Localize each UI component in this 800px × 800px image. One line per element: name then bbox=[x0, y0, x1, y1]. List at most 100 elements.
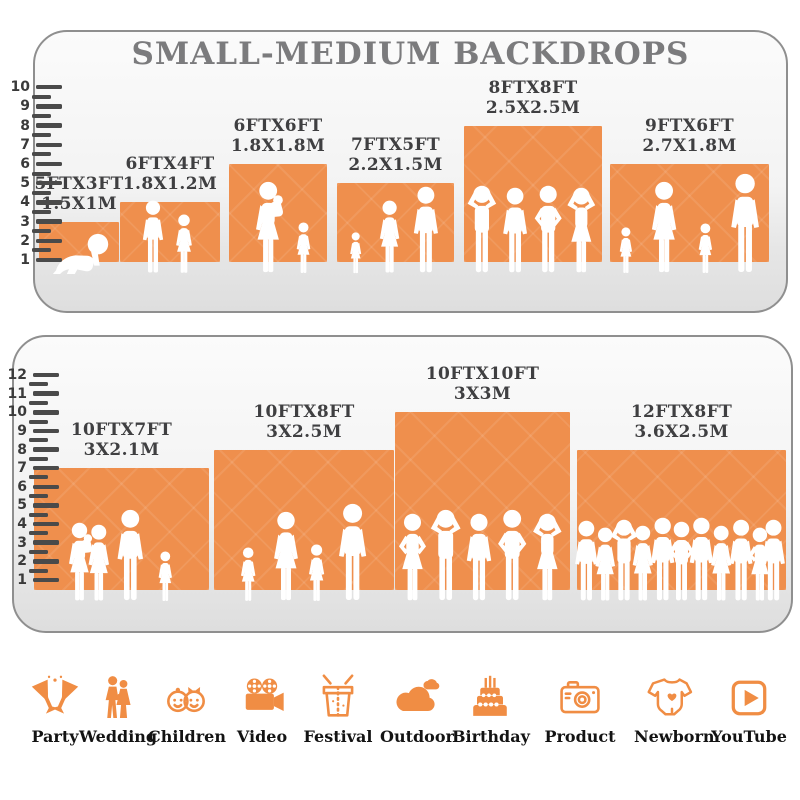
outdoor-icon bbox=[391, 672, 443, 724]
ruler-number: 8 bbox=[17, 441, 27, 458]
ruler-number: 10 bbox=[7, 404, 27, 421]
ruler-major-tick bbox=[36, 257, 62, 263]
ruler-number: 10 bbox=[10, 79, 30, 96]
festival-icon bbox=[312, 672, 364, 724]
category-label: Party bbox=[31, 727, 79, 746]
product-icon bbox=[554, 672, 606, 724]
ruler-minor-tick bbox=[29, 400, 48, 405]
ruler-number: 5 bbox=[17, 497, 27, 514]
ruler-major-tick bbox=[33, 521, 59, 527]
size-label-ft: 9FTX6FT bbox=[644, 116, 735, 136]
ruler-major-tick bbox=[36, 180, 62, 186]
ruler-minor-tick bbox=[32, 210, 51, 214]
party-icon bbox=[29, 672, 81, 724]
size-label-m: 2.7X1.8M bbox=[642, 136, 737, 156]
ruler-number: 6 bbox=[20, 156, 30, 172]
ruler-major-tick bbox=[33, 428, 59, 434]
ruler-minor-tick bbox=[32, 171, 51, 176]
birthday-icon bbox=[464, 672, 516, 724]
ruler-major-tick bbox=[33, 465, 59, 471]
small-backdrops-panel: SMALL-MEDIUM BACKDROPS 1 2 3 4 5 6 7 8 9 10 5FTX3F… bbox=[11, 30, 788, 313]
category-label: Newborn bbox=[634, 727, 715, 746]
category-birthday: Birthday bbox=[452, 672, 530, 746]
ruler-major-tick bbox=[33, 540, 59, 545]
ruler-number: 2 bbox=[20, 232, 30, 249]
size-label-ft: 10FTX7FT bbox=[70, 420, 173, 441]
category-outdoor: Outdoor bbox=[379, 672, 455, 746]
category-wedding: Wedding bbox=[79, 672, 157, 746]
ruler-minor-tick bbox=[32, 229, 51, 234]
size-label-ft: 5FTX3FT bbox=[34, 173, 124, 194]
ruler-major-tick bbox=[33, 559, 59, 564]
ruler-minor-tick bbox=[29, 512, 48, 517]
ruler-major-tick bbox=[33, 503, 59, 508]
category-festival: Festival bbox=[300, 672, 376, 746]
wedding-icon bbox=[91, 672, 143, 724]
category-label: YouTube bbox=[711, 727, 787, 746]
ruler-number: 1 bbox=[20, 252, 30, 268]
size-label: 10FTX7FT 3X2.1M bbox=[27, 420, 217, 460]
ruler-minor-tick bbox=[29, 419, 48, 424]
category-party: Party bbox=[17, 672, 93, 746]
medium-backdrops-panel: 1 2 3 4 5 6 7 8 9 10 11 12 10FTX7FT 3X2.1M 10FTX8FT 3X2… bbox=[8, 335, 793, 633]
category-youtube: YouTube bbox=[711, 672, 787, 746]
ruler-major-tick bbox=[33, 484, 59, 490]
backdrop-rect bbox=[120, 202, 220, 262]
ruler-major-tick bbox=[33, 372, 59, 378]
size-label: 10FTX8FT 3X2.5M bbox=[209, 402, 399, 442]
backdrop-rect bbox=[610, 164, 769, 262]
size-label: 10FTX10FT 3X3M bbox=[388, 364, 578, 404]
size-label-ft: 6FTX4FT bbox=[125, 154, 215, 175]
size-label-m: 3.6X2.5M bbox=[634, 421, 729, 442]
size-label-m: 1.8X1.2M bbox=[122, 174, 218, 195]
ruler-minor-tick bbox=[29, 568, 48, 573]
size-label: 6FTX4FT 1.8X1.2M bbox=[75, 154, 265, 194]
backdrop-rect bbox=[34, 468, 209, 590]
category-label: Festival bbox=[303, 727, 373, 746]
ruler-major-tick bbox=[33, 409, 59, 415]
ruler-major-tick bbox=[36, 123, 62, 128]
size-label-m: 3X3M bbox=[453, 384, 512, 405]
category-label: Children bbox=[148, 727, 226, 746]
ruler-number: 3 bbox=[17, 534, 27, 551]
category-label: Product bbox=[544, 727, 616, 746]
size-label-m: 1.5X1M bbox=[41, 193, 117, 214]
size-label: 8FTX8FT 2.5X2.5M bbox=[438, 78, 628, 118]
category-newborn: Newborn bbox=[634, 672, 715, 746]
ruler-number: 8 bbox=[20, 117, 30, 134]
size-label-m: 2.5X2.5M bbox=[485, 97, 581, 118]
ruler-major-tick bbox=[36, 219, 62, 224]
ruler-number: 9 bbox=[20, 98, 30, 115]
category-label: Birthday bbox=[452, 727, 530, 746]
ruler-major-tick bbox=[33, 577, 59, 583]
ruler-minor-tick bbox=[32, 152, 51, 157]
size-label: 9FTX6FT 2.7X1.8M bbox=[595, 116, 785, 156]
ruler-number: 4 bbox=[20, 194, 30, 211]
ruler-number: 2 bbox=[17, 553, 27, 570]
ruler-minor-tick bbox=[29, 456, 48, 461]
ruler-number: 7 bbox=[17, 460, 27, 477]
ruler-major-tick bbox=[33, 447, 59, 452]
size-label-ft: 7FTX5FT bbox=[350, 135, 441, 156]
ruler-number: 11 bbox=[7, 385, 27, 402]
backdrop-rect bbox=[577, 449, 786, 590]
children-icon bbox=[160, 672, 212, 724]
ruler-minor-tick bbox=[32, 133, 51, 138]
ruler-minor-tick bbox=[29, 550, 48, 555]
ruler-minor-tick bbox=[32, 190, 51, 195]
youtube-icon bbox=[723, 672, 775, 724]
ruler-number: 4 bbox=[17, 516, 27, 533]
size-label-m: 2.2X1.5M bbox=[348, 155, 443, 176]
size-label-ft: 12FTX8FT bbox=[630, 401, 733, 422]
size-label: 12FTX8FT 3.6X2.5M bbox=[587, 402, 777, 442]
size-label-m: 3X2.5M bbox=[266, 421, 342, 442]
category-product: Product bbox=[542, 672, 618, 746]
size-label: 5FTX3FT 1.5X1M bbox=[0, 174, 174, 214]
size-label: 7FTX5FT 2.2X1.5M bbox=[301, 135, 491, 175]
ruler-number: 7 bbox=[20, 136, 30, 153]
ruler-minor-tick bbox=[29, 494, 48, 499]
category-label: Video bbox=[236, 727, 288, 746]
ruler-minor-tick bbox=[32, 114, 51, 118]
size-label: 6FTX6FT 1.8X1.8M bbox=[183, 116, 373, 156]
